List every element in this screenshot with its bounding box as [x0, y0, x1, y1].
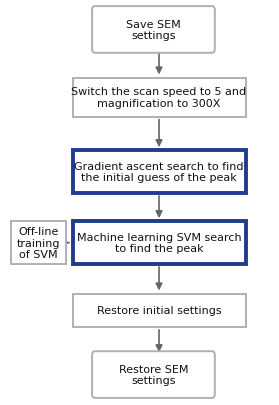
- Text: Off-line
training
of SVM: Off-line training of SVM: [17, 226, 60, 260]
- Text: Gradient ascent search to find
the initial guess of the peak: Gradient ascent search to find the initi…: [74, 161, 244, 183]
- FancyBboxPatch shape: [92, 351, 215, 398]
- Text: Switch the scan speed to 5 and
magnification to 300X: Switch the scan speed to 5 and magnifica…: [71, 87, 247, 109]
- Text: Save SEM
settings: Save SEM settings: [126, 19, 181, 41]
- FancyBboxPatch shape: [11, 222, 66, 264]
- FancyBboxPatch shape: [92, 7, 215, 53]
- Text: Restore SEM
settings: Restore SEM settings: [119, 364, 188, 386]
- FancyBboxPatch shape: [73, 222, 246, 264]
- FancyBboxPatch shape: [73, 79, 246, 117]
- FancyBboxPatch shape: [73, 294, 246, 327]
- Text: Restore initial settings: Restore initial settings: [97, 306, 221, 315]
- FancyBboxPatch shape: [73, 151, 246, 194]
- Text: Machine learning SVM search
to find the peak: Machine learning SVM search to find the …: [77, 232, 241, 254]
